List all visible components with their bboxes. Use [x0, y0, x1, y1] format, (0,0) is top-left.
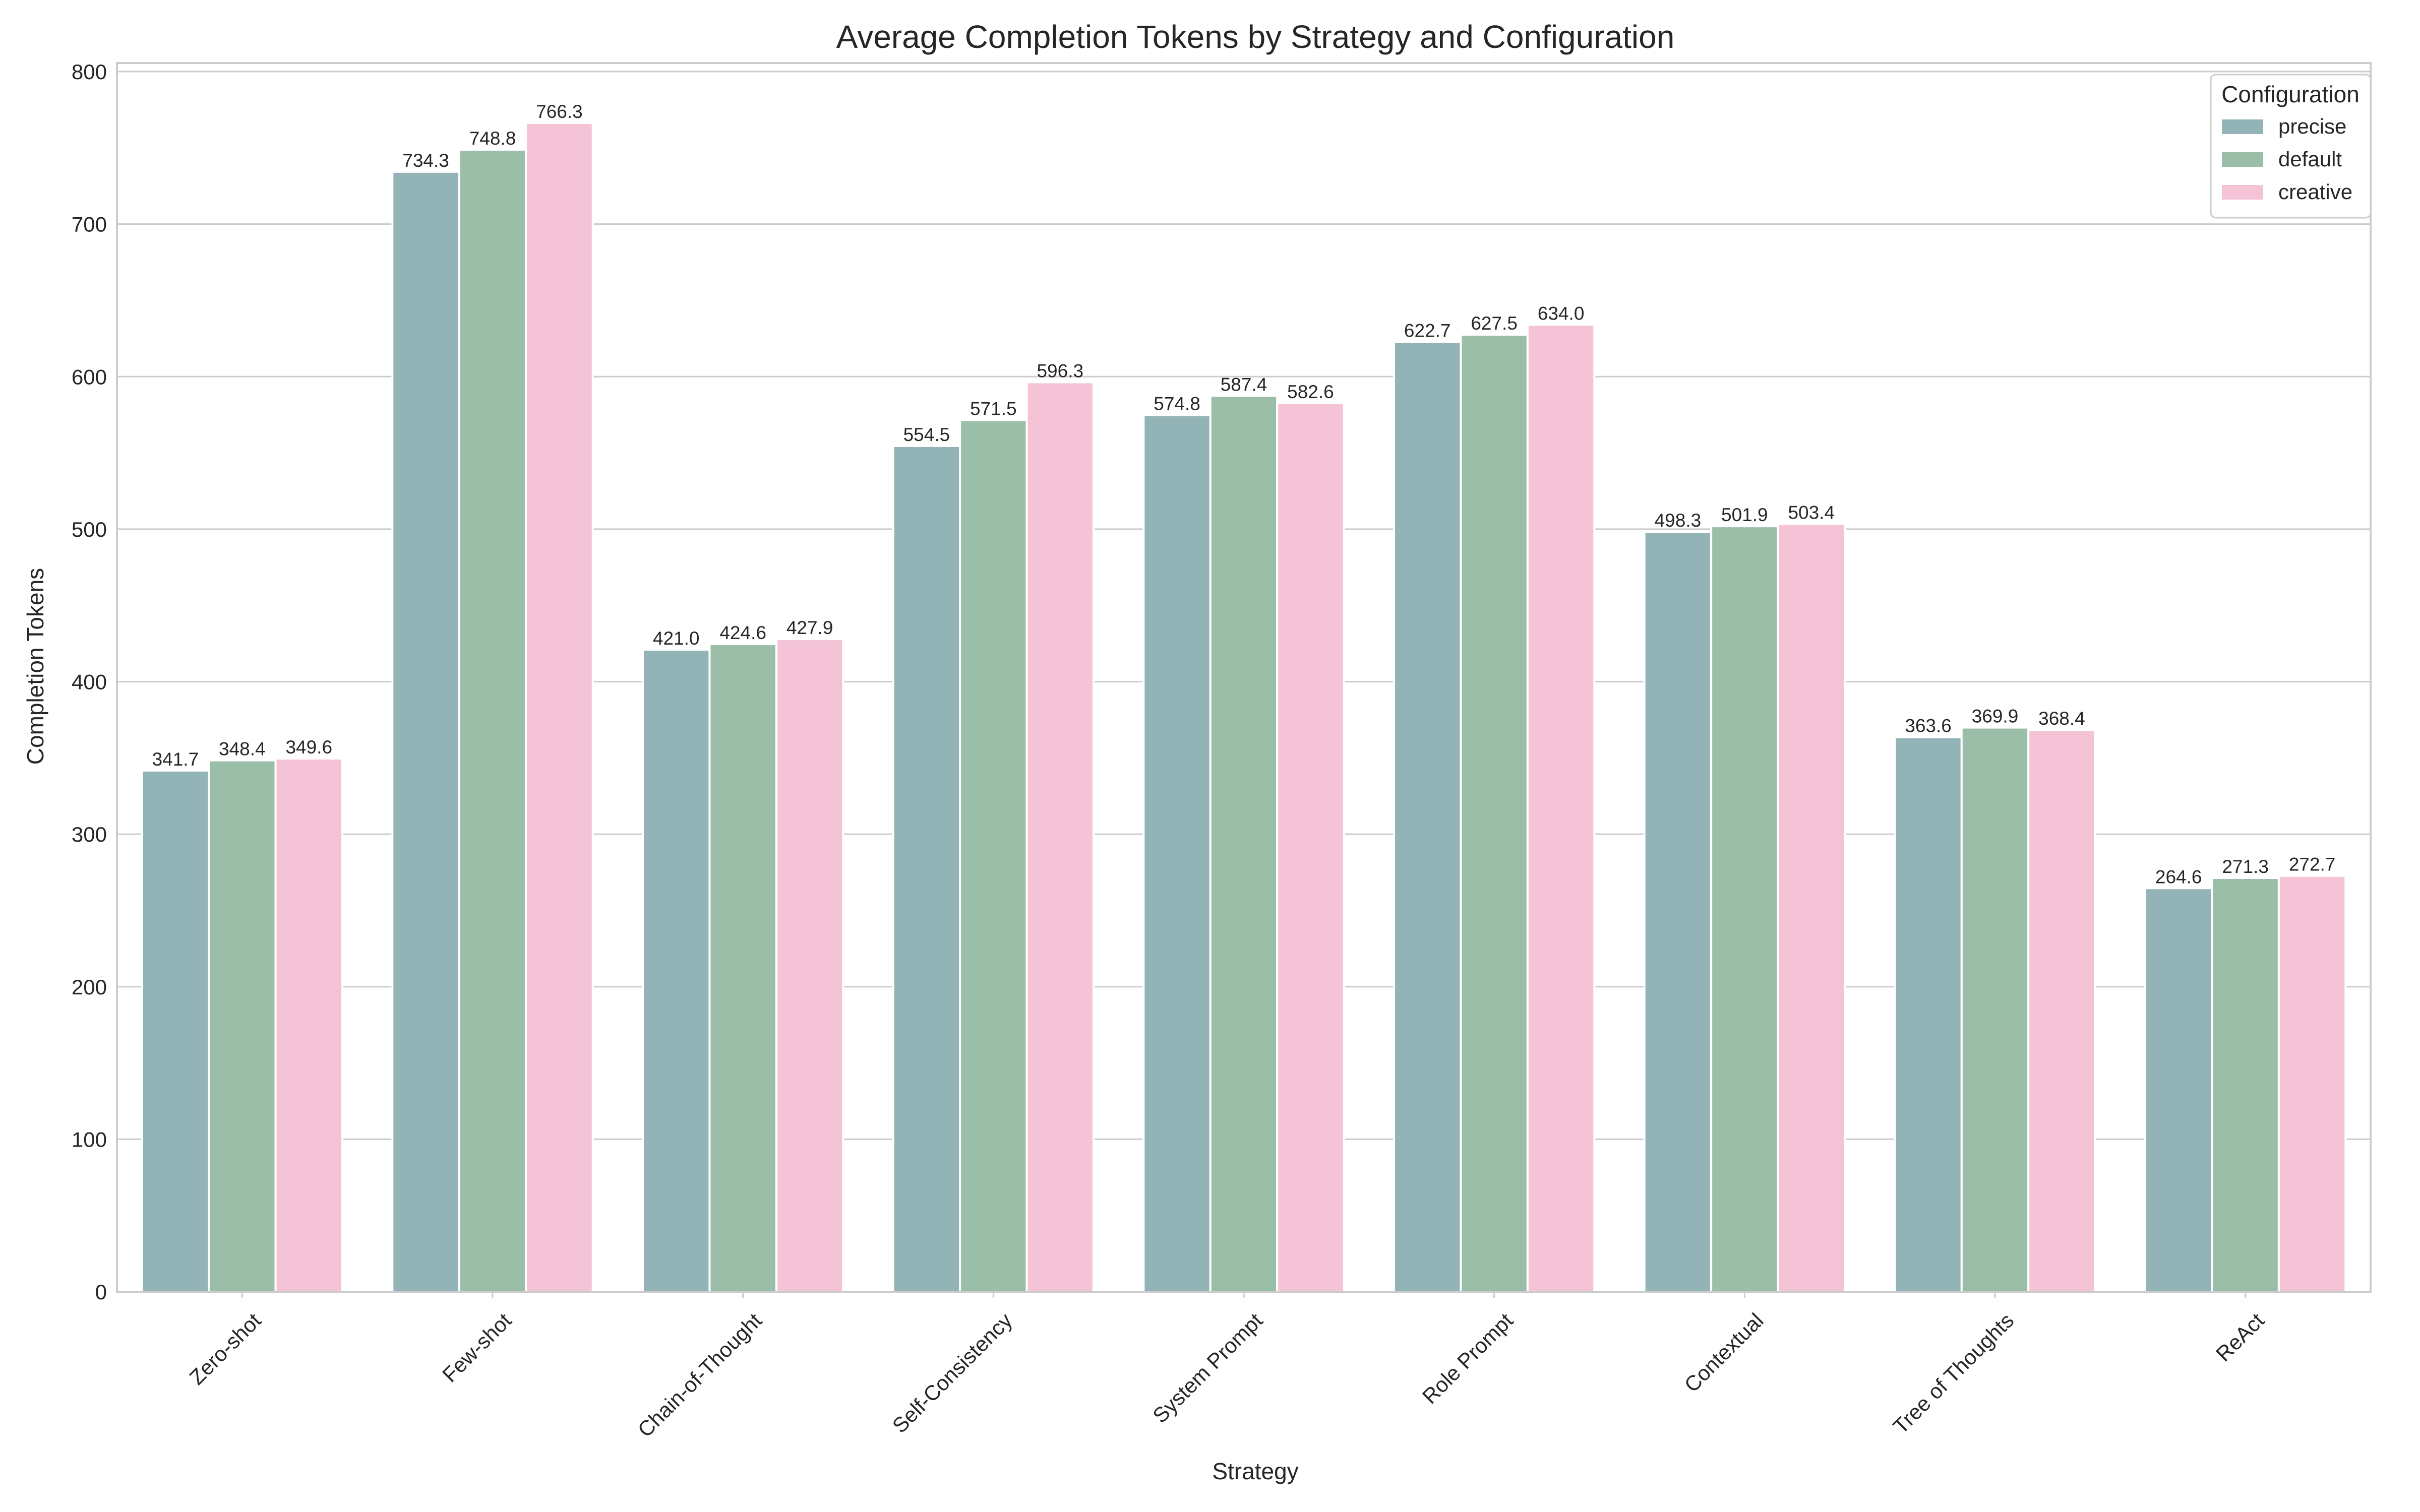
bar-precise-0: [141, 769, 210, 1293]
bar-creative-1: [525, 121, 594, 1293]
value-label-creative-6: 503.4: [1788, 502, 1835, 523]
y-axis-ticks: 0 100 200 300 400 500 600 700 800: [72, 60, 107, 1304]
value-label-creative-7: 368.4: [2038, 708, 2085, 729]
y-axis-label: Completion Tokens: [22, 568, 48, 765]
bar-precise-3: [892, 445, 961, 1293]
value-label-precise-5: 622.7: [1404, 321, 1451, 341]
value-label-creative-2: 427.9: [786, 617, 833, 638]
value-label-precise-6: 498.3: [1655, 510, 1702, 531]
bar-default-6: [1710, 525, 1779, 1293]
legend-label-creative: creative: [2278, 180, 2352, 204]
legend-swatch-creative: [2222, 185, 2263, 200]
bar-precise-1: [391, 170, 460, 1293]
bar-creative-8: [2277, 874, 2347, 1293]
y-tick-label: 600: [72, 365, 107, 389]
value-label-precise-1: 734.3: [402, 150, 449, 171]
value-labels: 341.7 348.4 349.6 734.3 748.8 766.3 421.0 424.6…: [152, 101, 2336, 887]
bar-precise-8: [2144, 887, 2213, 1293]
value-label-precise-3: 554.5: [903, 424, 950, 445]
value-label-precise-8: 264.6: [2155, 866, 2202, 887]
bar-precise-6: [1643, 531, 1713, 1293]
bar-creative-7: [2027, 729, 2096, 1293]
bar-creative-2: [775, 638, 844, 1293]
bar-default-0: [208, 759, 277, 1293]
bar-creative-5: [1526, 324, 1596, 1293]
value-label-default-0: 348.4: [219, 739, 266, 760]
bar-precise-2: [642, 648, 711, 1293]
chart-title: Average Completion Tokens by Strategy an…: [836, 19, 1675, 55]
legend-label-precise: precise: [2278, 114, 2346, 138]
value-label-default-8: 271.3: [2222, 856, 2269, 877]
legend-items: precise default creative: [2222, 114, 2352, 204]
value-label-creative-5: 634.0: [1538, 303, 1585, 324]
value-label-default-1: 748.8: [469, 128, 516, 149]
value-label-default-4: 587.4: [1221, 374, 1267, 395]
bar-default-8: [2211, 876, 2280, 1293]
legend-swatch-precise: [2222, 119, 2263, 134]
x-axis-label: Strategy: [1212, 1458, 1298, 1484]
value-label-creative-0: 349.6: [285, 737, 332, 758]
y-tick-label: 500: [72, 518, 107, 541]
value-label-precise-0: 341.7: [152, 749, 199, 770]
legend-box: [2210, 74, 2372, 219]
y-tick-label: 400: [72, 670, 107, 694]
y-tick-label: 300: [72, 823, 107, 846]
value-label-precise-4: 574.8: [1154, 394, 1200, 414]
bar-default-3: [959, 419, 1028, 1293]
bar-precise-4: [1142, 414, 1212, 1293]
bar-default-1: [458, 148, 527, 1293]
value-label-default-7: 369.9: [1972, 706, 2019, 727]
bar-precise-5: [1393, 341, 1462, 1293]
y-tick-label: 0: [95, 1280, 107, 1304]
y-tick-label: 200: [72, 975, 107, 999]
bar-default-4: [1209, 395, 1279, 1293]
bar-default-5: [1460, 334, 1529, 1293]
value-label-creative-4: 582.6: [1287, 382, 1334, 402]
legend-label-default: default: [2278, 147, 2342, 171]
legend: Configuration precise default creative: [2210, 74, 2372, 219]
value-label-creative-1: 766.3: [536, 101, 583, 122]
bar-creative-6: [1777, 523, 1846, 1293]
bar-precise-7: [1894, 736, 1963, 1293]
value-label-default-6: 501.9: [1721, 505, 1768, 525]
y-tick-label: 100: [72, 1127, 107, 1151]
bar-creative-0: [274, 758, 343, 1293]
legend-swatch-default: [2222, 152, 2263, 167]
value-label-default-2: 424.6: [719, 622, 766, 643]
bar-creative-4: [1276, 402, 1345, 1293]
bar-creative-3: [1025, 381, 1095, 1293]
value-label-precise-7: 363.6: [1905, 716, 1952, 736]
value-label-default-3: 571.5: [970, 398, 1017, 419]
bar-default-7: [1960, 726, 2030, 1293]
legend-title: Configuration: [2221, 81, 2360, 107]
y-tick-label: 700: [72, 213, 107, 236]
y-tick-label: 800: [72, 60, 107, 84]
bar-default-2: [708, 643, 777, 1293]
value-label-creative-8: 272.7: [2289, 854, 2336, 875]
bars: [141, 121, 2347, 1293]
value-label-precise-2: 421.0: [653, 628, 700, 649]
value-label-creative-3: 596.3: [1037, 360, 1083, 381]
value-label-default-5: 627.5: [1471, 313, 1518, 334]
